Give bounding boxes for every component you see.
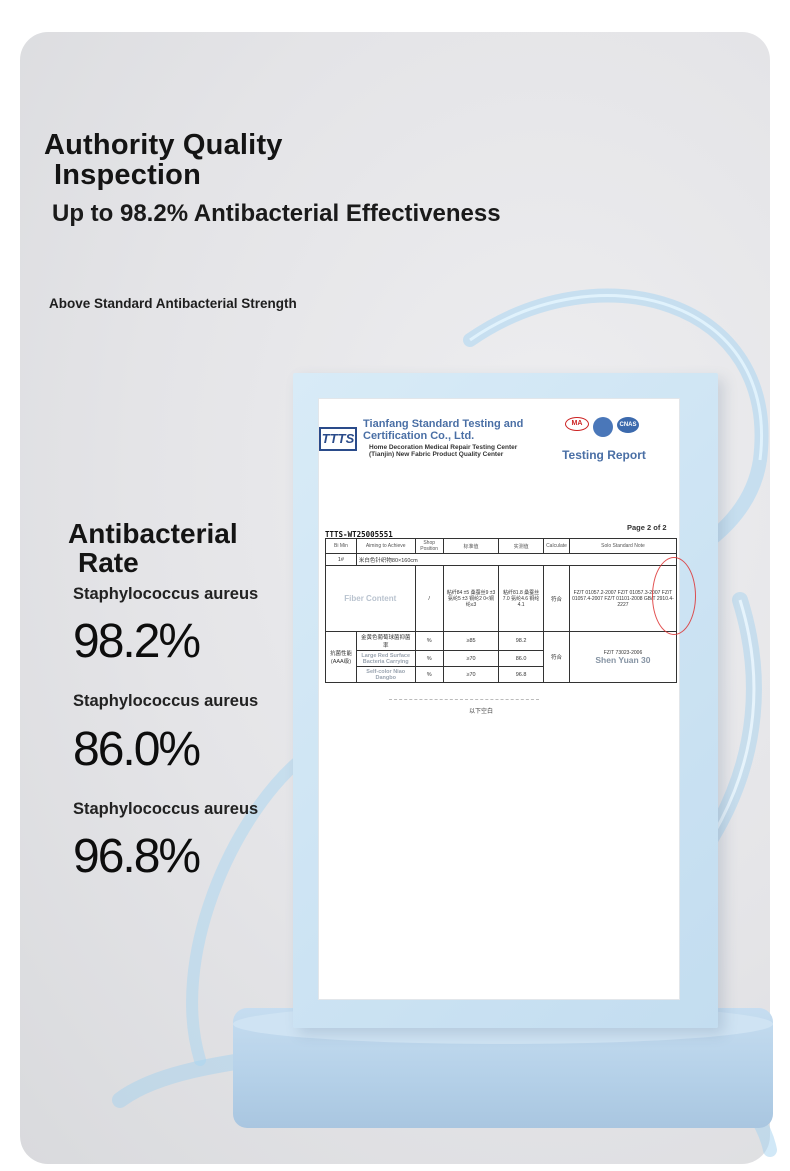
table-row: 抗菌性能 (AAA级) 金黄色葡萄球菌抑菌率 % ≥85 98.2 符合 FZ/… — [325, 631, 678, 683]
header-cell: Solo Standard Note — [568, 538, 678, 554]
anti-method-cell: FZ/T 73023-2006 Shen Yuan 30 — [568, 631, 678, 683]
sample-desc-cell: 米白色针织物80×160cm — [355, 553, 678, 566]
report-number: TTTS-WT25005551 — [325, 530, 393, 539]
anti-standard-cell: ≥70 — [442, 650, 500, 667]
anti-result-cell: 符合 — [543, 631, 570, 683]
anti-standard-cell: ≥70 — [442, 666, 500, 683]
report-footer-note: 以下空白 — [469, 709, 494, 715]
antibacterial-title-line1: Antibacterial — [68, 518, 238, 549]
ilac-cert-icon — [593, 417, 613, 437]
header-cell: Bi Min — [325, 538, 357, 554]
small-heading: Above Standard Antibacterial Strength — [49, 296, 297, 311]
page-title-line1: Authority Quality — [44, 129, 283, 161]
report-title: Testing Report — [562, 448, 646, 462]
anti-method-text: FZ/T 73023-2006 — [603, 649, 643, 656]
header-cell: 实测值 — [498, 538, 545, 554]
anti-item-cell: Self-color Niao Dangbo — [355, 666, 416, 683]
stat-label-2: Staphylococcus aureus — [73, 692, 259, 710]
ttts-logo: TTTS — [319, 427, 357, 451]
table-row: Self-color Niao Dangbo % ≥70 96.8 — [326, 666, 677, 683]
signer-name: Shen Yuan 30 — [595, 654, 651, 665]
fiber-standard-cell: 粘纤84 ±5 桑蚕丝9 ±3 氨纶5 ±3 铜纶2 0<铜纶≤3 — [442, 565, 500, 632]
divider — [389, 699, 539, 700]
anti-measured-cell: 86.0 — [498, 650, 545, 667]
table-row: 1# 米白色针织物80×160cm — [325, 553, 678, 566]
fiber-measured-cell: 粘纤81.8 桑蚕丝7.0 氨纶4.6 铜纶4.1 — [498, 565, 545, 632]
table-header-row: Bi Min Aiming to Achieve Shop Position 标… — [325, 538, 678, 554]
stat-value-1: 98.2% — [73, 615, 201, 668]
sample-no-cell: 1# — [325, 553, 357, 566]
page-title: Authority Quality Inspection — [44, 130, 283, 190]
results-table: Bi Min Aiming to Achieve Shop Position 标… — [325, 538, 678, 683]
anti-standard-cell: ≥85 — [442, 631, 500, 651]
org-subtitle: Home Decoration Medical Repair Testing C… — [369, 444, 518, 458]
stat-label-3: Staphylococcus aureus — [73, 800, 259, 818]
cnas-cert-icon: CNAS — [617, 417, 639, 433]
anti-unit-cell: % — [414, 666, 444, 683]
stat-value-3: 96.8% — [73, 830, 201, 883]
antibacterial-title-line2: Rate — [78, 547, 139, 578]
org-name: Tianfang Standard Testing and Certificat… — [363, 418, 524, 442]
page-title-line2: Inspection — [54, 159, 202, 191]
anti-unit-cell: % — [414, 631, 444, 651]
table-row: Large Red Surface Bacteria Carrying % ≥7… — [326, 650, 677, 667]
subtitle: Up to 98.2% Antibacterial Effectiveness — [52, 200, 501, 227]
header-cell: Shop Position — [414, 538, 444, 554]
anti-item-cell: Large Red Surface Bacteria Carrying — [355, 650, 416, 667]
ma-cert-icon: MA — [565, 417, 589, 431]
header-cell: 标准值 — [442, 538, 500, 554]
table-row: Fiber Content / 粘纤84 ±5 桑蚕丝9 ±3 氨纶5 ±3 铜… — [325, 565, 678, 632]
certification-marks: MA CNAS — [565, 417, 639, 437]
fiber-content-label: Fiber Content — [325, 565, 416, 632]
anti-group-cell: 抗菌性能 (AAA级) — [325, 631, 357, 683]
antibacterial-rate-title: Antibacterial Rate — [68, 519, 238, 577]
red-seal-stamp — [652, 557, 696, 635]
header-cell: Calculate — [543, 538, 570, 554]
fiber-sep-cell: / — [414, 565, 444, 632]
header-cell: Aiming to Achieve — [355, 538, 416, 554]
fiber-result-cell: 符合 — [543, 565, 570, 632]
anti-measured-cell: 98.2 — [498, 631, 545, 651]
anti-measured-cell: 96.8 — [498, 666, 545, 683]
anti-item-cell: 金黄色葡萄球菌抑菌率 — [355, 631, 416, 651]
test-report-document: TTTS Tianfang Standard Testing and Certi… — [318, 398, 696, 1000]
page-number: Page 2 of 2 — [627, 523, 667, 532]
anti-unit-cell: % — [414, 650, 444, 667]
stat-label-1: Staphylococcus aureus — [73, 585, 259, 603]
stat-value-2: 86.0% — [73, 723, 201, 776]
